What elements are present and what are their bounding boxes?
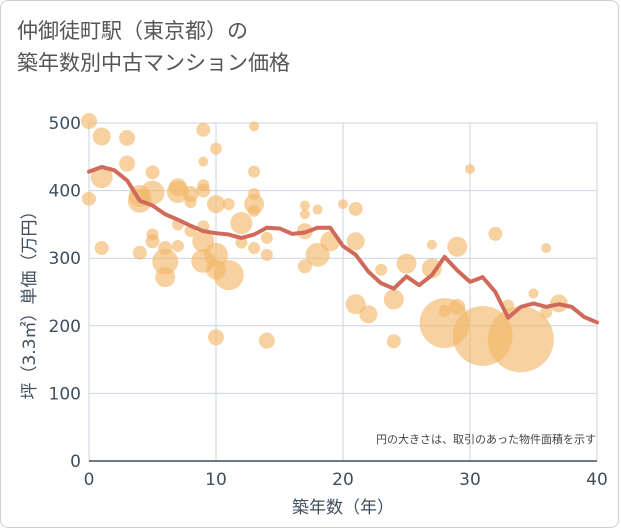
bubble-point: [487, 306, 554, 373]
average-price-line: [87, 164, 599, 325]
bubble-point: [235, 236, 248, 249]
bubble-point: [119, 129, 136, 146]
bubble-point: [248, 165, 261, 178]
bubble-point: [258, 332, 275, 349]
bubble-point: [208, 329, 224, 346]
bubble-point: [132, 245, 147, 260]
bubble-point: [375, 263, 388, 276]
bubble-point: [152, 248, 179, 275]
y-tick-label: 0: [70, 452, 81, 472]
x-axis-title: 築年数（年）: [292, 498, 394, 518]
bubble-point: [155, 267, 176, 288]
chart-title: 仲御徒町駅（東京都）の 築年数別中古マンション価格: [17, 15, 290, 79]
x-tick-label: 0: [84, 470, 95, 490]
bubble-point: [465, 163, 475, 174]
bubble-point: [249, 121, 260, 132]
bubble-point: [297, 259, 312, 274]
bubble-point: [383, 289, 404, 310]
bubble-point: [540, 306, 553, 319]
y-tick-label: 300: [49, 249, 81, 269]
bubble-point: [338, 199, 348, 210]
bubble-point: [260, 231, 273, 244]
bubble-point: [359, 305, 378, 324]
grid-lines: [88, 122, 598, 462]
bubble-point: [198, 156, 209, 167]
bubble-point: [92, 127, 111, 146]
bubble-point: [196, 183, 211, 198]
bubble-point: [81, 112, 97, 129]
bubble-size-note: 円の大きさは、取引のあった物件面積を示す: [376, 432, 596, 446]
x-tick-label: 10: [205, 470, 227, 490]
bubble-point: [145, 165, 160, 180]
axes: 0 100 200 300 400 500 0 10 20 30 40: [49, 114, 608, 490]
x-tick-label: 40: [586, 470, 608, 490]
chart-title-line2: 築年数別中古マンション価格: [17, 51, 290, 75]
bubble-point: [207, 195, 225, 214]
bubble-point: [447, 236, 468, 257]
bubble-point: [528, 288, 539, 299]
bubble-point: [119, 155, 136, 172]
bubble-point: [82, 191, 96, 206]
y-tick-label: 400: [49, 182, 81, 202]
y-axis-title: 坪（3.3㎡）単価（万円）: [20, 202, 40, 399]
bubble-point: [488, 226, 503, 241]
bubble-point: [248, 242, 261, 255]
bubble-point: [213, 260, 244, 291]
bubble-point: [449, 298, 466, 315]
bubble-point: [145, 234, 160, 249]
bubble-point: [90, 166, 113, 189]
bubble-point: [386, 334, 401, 349]
bubble-point: [299, 209, 310, 220]
bubble-point: [210, 142, 222, 155]
bubble-point: [345, 294, 366, 315]
bubble-point: [348, 201, 363, 216]
y-tick-label: 200: [49, 317, 81, 337]
bubble-point: [421, 258, 442, 279]
bubble-point: [184, 196, 197, 209]
bubble-layer: [81, 112, 568, 373]
bubble-point: [204, 242, 228, 267]
bubble-point: [346, 232, 365, 251]
chart-title-line1: 仲御徒町駅（東京都）の: [17, 19, 248, 43]
bubble-point: [248, 204, 261, 217]
bubble-point: [230, 212, 253, 235]
y-tick-label: 100: [49, 384, 81, 404]
x-tick-label: 30: [459, 470, 481, 490]
bubble-point: [299, 200, 310, 211]
trend-line-layer: [87, 164, 599, 325]
bubble-point: [305, 242, 330, 267]
bubble-point: [260, 248, 273, 261]
y-tick-label: 500: [49, 114, 81, 134]
bubble-point: [196, 122, 211, 137]
bubble-point: [140, 180, 165, 205]
bubble-point: [94, 241, 109, 256]
x-tick-label: 20: [332, 470, 354, 490]
bubble-point: [171, 240, 184, 253]
bubble-point: [312, 204, 323, 215]
bubble-point: [426, 239, 437, 250]
bubble-point: [396, 253, 417, 274]
bubble-point: [222, 198, 235, 211]
bubble-point: [541, 243, 552, 254]
